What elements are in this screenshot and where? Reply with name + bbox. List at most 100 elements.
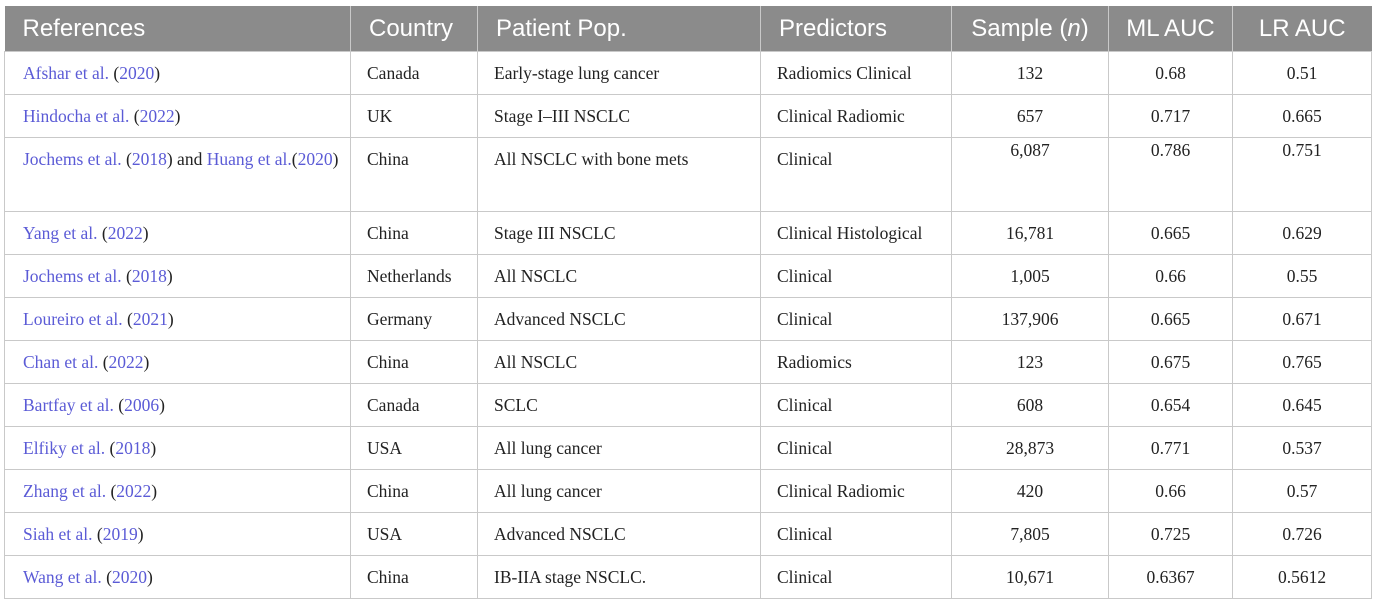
reference-author-link[interactable]: Yang et al.	[23, 223, 98, 243]
header-country: Country	[350, 6, 478, 52]
cell-predictors: Clinical	[760, 254, 952, 298]
cell-sample: 16,781	[951, 211, 1109, 255]
cell-reference: Chan et al. (2022)	[4, 340, 351, 384]
reference-year-link[interactable]: 2020	[297, 149, 333, 169]
reference-author-link[interactable]: Jochems et al.	[23, 266, 122, 286]
reference-punctuation: )	[150, 438, 157, 458]
cell-sample: 7,805	[951, 512, 1109, 556]
reference-punctuation: (	[113, 395, 125, 415]
reference-author-link[interactable]: Afshar et al.	[23, 63, 110, 83]
cell-predictors: Clinical	[760, 383, 952, 427]
reference-year-link[interactable]: 2021	[132, 309, 168, 329]
cell-patient-pop: Stage III NSCLC	[477, 211, 761, 255]
reference-author-link[interactable]: Hindocha et al.	[23, 106, 130, 126]
reference-year-link[interactable]: 2022	[139, 106, 175, 126]
cell-patient-pop: All lung cancer	[477, 469, 761, 513]
cell-ml-auc: 0.665	[1108, 211, 1233, 255]
reference-author-link[interactable]: Bartfay et al.	[23, 395, 114, 415]
reference-punctuation: (	[92, 524, 103, 544]
cell-country: Netherlands	[350, 254, 478, 298]
reference-year-link[interactable]: 2019	[102, 524, 138, 544]
reference-author-link[interactable]: Chan et al.	[23, 352, 99, 372]
reference-year-link[interactable]: 2020	[111, 567, 147, 587]
table-row: Hindocha et al. (2022) UK Stage I–III NSCL…	[4, 94, 1372, 138]
cell-patient-pop: All NSCLC	[477, 340, 761, 384]
reference-punctuation: )	[146, 567, 153, 587]
table-row: Bartfay et al. (2006) Canada SCLC Clinical 6…	[4, 383, 1372, 427]
reference-author-link[interactable]: Elfiky et al.	[23, 438, 106, 458]
reference-author-link[interactable]: Zhang et al.	[23, 481, 107, 501]
header-sample-n: n	[1067, 14, 1081, 42]
cell-sample: 137,906	[951, 297, 1109, 341]
cell-country: China	[350, 211, 478, 255]
header-ml-auc: ML AUC	[1108, 6, 1233, 52]
cell-sample: 132	[951, 51, 1109, 95]
cell-lr-auc: 0.765	[1232, 340, 1372, 384]
cell-reference: Loureiro et al. (2021)	[4, 297, 351, 341]
cell-predictors: Clinical	[760, 512, 952, 556]
cell-country: Canada	[350, 383, 478, 427]
header-patient-pop: Patient Pop.	[477, 6, 761, 52]
cell-lr-auc: 0.645	[1232, 383, 1372, 427]
reference-punctuation: (	[122, 309, 133, 329]
reference-author-link[interactable]: Jochems et al.	[23, 149, 122, 169]
cell-predictors: Clinical Radiomic	[760, 94, 952, 138]
cell-lr-auc: 0.537	[1232, 426, 1372, 470]
cell-lr-auc: 0.57	[1232, 469, 1372, 513]
cell-predictors: Clinical	[760, 137, 952, 212]
cell-ml-auc: 0.6367	[1108, 555, 1233, 599]
reference-punctuation: (	[129, 106, 140, 126]
cell-reference: Afshar et al. (2020)	[4, 51, 351, 95]
reference-punctuation: (	[121, 149, 132, 169]
reference-year-link[interactable]: 2022	[116, 481, 152, 501]
reference-year-link[interactable]: 2022	[108, 352, 144, 372]
header-sample-suffix: )	[1080, 14, 1089, 42]
cell-sample: 28,873	[951, 426, 1109, 470]
cell-country: China	[350, 137, 478, 212]
cell-predictors: Clinical Radiomic	[760, 469, 952, 513]
cell-ml-auc: 0.725	[1108, 512, 1233, 556]
cell-lr-auc: 0.751	[1232, 137, 1372, 212]
reference-year-link[interactable]: 2022	[107, 223, 143, 243]
reference-author-link[interactable]: Huang et al.	[206, 149, 292, 169]
cell-reference: Bartfay et al. (2006)	[4, 383, 351, 427]
cell-sample: 420	[951, 469, 1109, 513]
reference-year-link[interactable]: 2006	[124, 395, 160, 415]
cell-reference: Hindocha et al. (2022)	[4, 94, 351, 138]
reference-author-link[interactable]: Wang et al.	[23, 567, 102, 587]
cell-predictors: Radiomics Clinical	[760, 51, 952, 95]
cell-lr-auc: 0.51	[1232, 51, 1372, 95]
header-row: References Country Patient Pop. Predicto…	[4, 6, 1372, 52]
reference-year-link[interactable]: 2018	[115, 438, 151, 458]
cell-reference: Wang et al. (2020)	[4, 555, 351, 599]
header-predictors: Predictors	[760, 6, 952, 52]
reference-punctuation: )	[142, 223, 149, 243]
table-row: Yang et al. (2022) China Stage III NSCLC Cl…	[4, 211, 1372, 255]
reference-punctuation: (	[109, 63, 120, 83]
cell-country: UK	[350, 94, 478, 138]
reference-punctuation: )	[174, 106, 181, 126]
cell-reference: Jochems et al. (2018) and Huang et al.(2…	[4, 137, 351, 212]
reference-year-link[interactable]: 2018	[131, 149, 167, 169]
reference-author-link[interactable]: Siah et al.	[23, 524, 93, 544]
cell-country: Canada	[350, 51, 478, 95]
cell-lr-auc: 0.726	[1232, 512, 1372, 556]
cell-ml-auc: 0.66	[1108, 254, 1233, 298]
table-row: Chan et al. (2022) China All NSCLC Radiomic…	[4, 340, 1372, 384]
reference-year-link[interactable]: 2018	[131, 266, 167, 286]
reference-punctuation: (	[98, 352, 109, 372]
cell-country: USA	[350, 512, 478, 556]
reference-year-link[interactable]: 2020	[119, 63, 155, 83]
cell-ml-auc: 0.717	[1108, 94, 1233, 138]
reference-punctuation: )	[151, 481, 158, 501]
reference-author-link[interactable]: Loureiro et al.	[23, 309, 123, 329]
cell-ml-auc: 0.66	[1108, 469, 1233, 513]
cell-sample: 1,005	[951, 254, 1109, 298]
cell-patient-pop: All NSCLC with bone mets	[477, 137, 761, 212]
cell-sample: 657	[951, 94, 1109, 138]
cell-sample: 123	[951, 340, 1109, 384]
reference-punctuation: ) and	[166, 149, 207, 169]
cell-country: Germany	[350, 297, 478, 341]
reference-punctuation: )	[154, 63, 161, 83]
cell-predictors: Clinical Histological	[760, 211, 952, 255]
